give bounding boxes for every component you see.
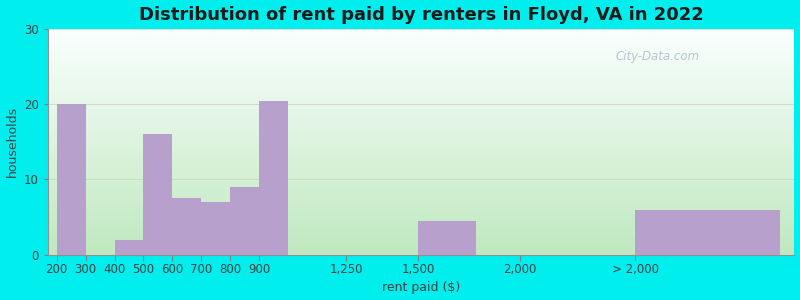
Bar — [48, 182, 794, 187]
Bar — [48, 200, 794, 205]
Bar — [48, 151, 794, 155]
Bar — [48, 43, 794, 47]
Bar — [48, 83, 794, 88]
Bar — [48, 56, 794, 61]
Bar — [48, 241, 794, 245]
Bar — [48, 187, 794, 191]
Bar — [48, 110, 794, 115]
Bar — [48, 223, 794, 227]
Bar — [173, 198, 202, 255]
Bar — [48, 218, 794, 223]
Bar — [48, 34, 794, 38]
Bar — [48, 124, 794, 128]
Bar — [48, 115, 794, 119]
Bar — [230, 187, 259, 255]
Bar — [48, 74, 794, 79]
Bar — [48, 142, 794, 146]
Bar — [48, 178, 794, 182]
Bar — [259, 100, 288, 255]
Bar — [48, 250, 794, 255]
Bar — [48, 97, 794, 101]
Bar — [48, 169, 794, 173]
Bar — [48, 196, 794, 200]
Bar — [48, 61, 794, 65]
Bar — [48, 70, 794, 74]
Bar — [48, 160, 794, 164]
Y-axis label: households: households — [6, 106, 18, 178]
Bar — [48, 227, 794, 232]
Bar — [48, 164, 794, 169]
Bar — [48, 133, 794, 137]
Bar — [48, 137, 794, 142]
Title: Distribution of rent paid by renters in Floyd, VA in 2022: Distribution of rent paid by renters in … — [139, 6, 704, 24]
Bar — [48, 173, 794, 178]
Bar — [635, 209, 780, 255]
Bar — [48, 205, 794, 209]
Bar — [48, 38, 794, 43]
Bar — [48, 119, 794, 124]
Bar — [418, 221, 476, 255]
Bar — [48, 106, 794, 110]
Bar — [48, 155, 794, 160]
Bar — [48, 101, 794, 106]
Bar — [48, 88, 794, 92]
Text: City-Data.com: City-Data.com — [615, 50, 699, 63]
Bar — [48, 245, 794, 250]
Bar — [143, 134, 173, 255]
Bar — [48, 209, 794, 214]
Bar — [48, 191, 794, 196]
Bar — [202, 202, 230, 255]
Bar — [48, 52, 794, 56]
Bar — [48, 236, 794, 241]
Bar — [114, 239, 143, 255]
Bar — [48, 47, 794, 52]
Bar — [48, 92, 794, 97]
Bar — [48, 65, 794, 70]
Bar — [48, 79, 794, 83]
Bar — [48, 128, 794, 133]
Bar — [48, 29, 794, 34]
Bar — [57, 104, 86, 255]
X-axis label: rent paid ($): rent paid ($) — [382, 281, 460, 294]
Bar — [48, 232, 794, 236]
Bar — [48, 146, 794, 151]
Bar — [48, 214, 794, 218]
